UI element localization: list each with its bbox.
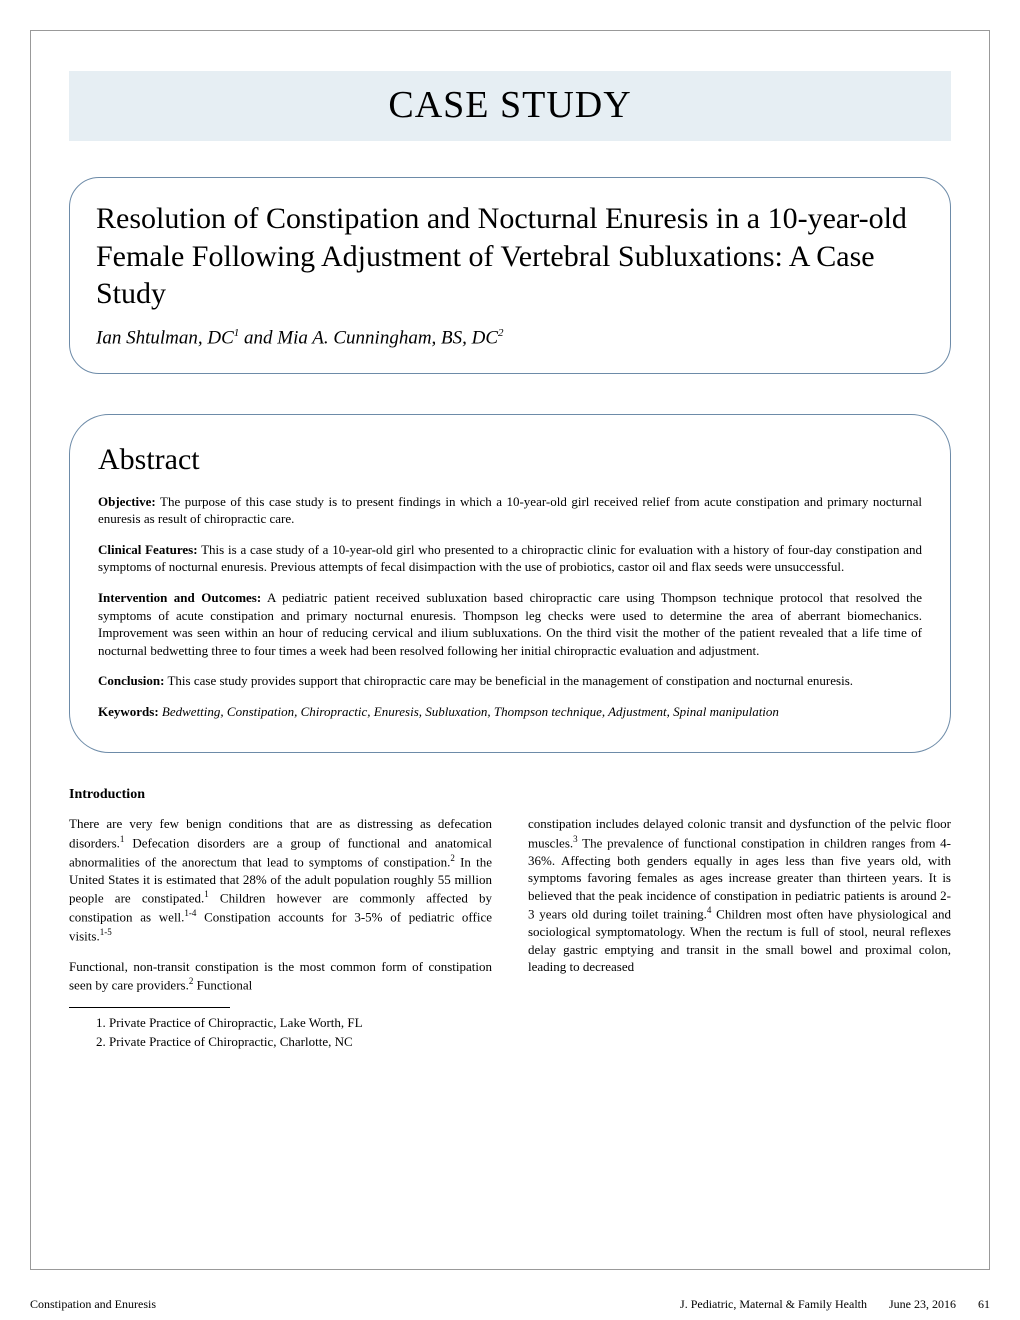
abstract-label: Conclusion: xyxy=(98,673,164,688)
abstract-label: Objective: xyxy=(98,494,156,509)
affiliation-item: Private Practice of Chiropractic, Lake W… xyxy=(109,1014,492,1032)
abstract-label: Clinical Features: xyxy=(98,542,198,557)
abstract-box: Abstract Objective: The purpose of this … xyxy=(69,414,951,753)
abstract-label: Intervention and Outcomes: xyxy=(98,590,261,605)
column-left: There are very few benign conditions tha… xyxy=(69,815,492,1051)
abstract-text: This is a case study of a 10-year-old gi… xyxy=(98,542,922,575)
abstract-text: The purpose of this case study is to pre… xyxy=(98,494,922,527)
article-title: Resolution of Constipation and Nocturnal… xyxy=(96,200,924,313)
two-column-body: There are very few benign conditions tha… xyxy=(69,815,951,1051)
body-paragraph: Functional, non-transit constipation is … xyxy=(69,958,492,994)
authors-line: Ian Shtulman, DC1 and Mia A. Cunningham,… xyxy=(96,327,924,349)
footer-date: June 23, 2016 xyxy=(889,1297,956,1312)
abstract-intervention: Intervention and Outcomes: A pediatric p… xyxy=(98,589,922,659)
abstract-heading: Abstract xyxy=(98,443,922,477)
affiliations-list: Private Practice of Chiropractic, Lake W… xyxy=(69,1014,492,1050)
footer-journal: J. Pediatric, Maternal & Family Health xyxy=(680,1297,867,1312)
footer-left: Constipation and Enuresis xyxy=(30,1297,156,1312)
affiliation-divider xyxy=(69,1007,230,1008)
abstract-keywords: Keywords: Bedwetting, Constipation, Chir… xyxy=(98,703,922,721)
abstract-clinical: Clinical Features: This is a case study … xyxy=(98,541,922,576)
abstract-conclusion: Conclusion: This case study provides sup… xyxy=(98,672,922,690)
introduction-heading: Introduction xyxy=(69,787,951,803)
abstract-objective: Objective: The purpose of this case stud… xyxy=(98,493,922,528)
title-box: Resolution of Constipation and Nocturnal… xyxy=(69,177,951,374)
page-footer: Constipation and Enuresis J. Pediatric, … xyxy=(30,1297,990,1312)
page-frame: CASE STUDY Resolution of Constipation an… xyxy=(30,30,990,1270)
footer-right: J. Pediatric, Maternal & Family Health J… xyxy=(680,1297,990,1312)
section-label: CASE STUDY xyxy=(69,83,951,127)
keywords-label: Keywords: xyxy=(98,704,159,719)
introduction-section: Introduction There are very few benign c… xyxy=(69,787,951,1051)
section-header-bar: CASE STUDY xyxy=(69,71,951,141)
footer-page-number: 61 xyxy=(978,1297,990,1312)
affiliation-item: Private Practice of Chiropractic, Charlo… xyxy=(109,1033,492,1051)
column-right: constipation includes delayed colonic tr… xyxy=(528,815,951,1051)
body-paragraph: constipation includes delayed colonic tr… xyxy=(528,815,951,976)
page: CASE STUDY Resolution of Constipation an… xyxy=(0,0,1020,1320)
keywords-text: Bedwetting, Constipation, Chiropractic, … xyxy=(159,704,779,719)
body-paragraph: There are very few benign conditions tha… xyxy=(69,815,492,944)
abstract-text: This case study provides support that ch… xyxy=(164,673,853,688)
